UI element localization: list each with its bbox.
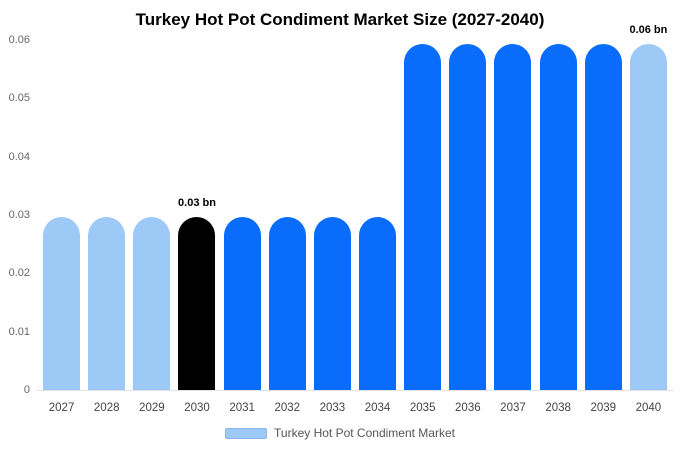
bar-column-2034: 2034 xyxy=(355,40,400,414)
x-tick-2036: 2036 xyxy=(455,402,481,414)
bar-column-2040: 0.06 bn 2040 xyxy=(626,24,671,414)
y-tick-0.05: 0.05 xyxy=(8,92,30,105)
x-tick-2038: 2038 xyxy=(545,402,571,414)
x-tick-2035: 2035 xyxy=(409,402,436,414)
x-tick-2028: 2028 xyxy=(93,402,120,414)
bar-2027[interactable] xyxy=(43,217,81,390)
bar-column-2031: 2031 xyxy=(220,40,265,414)
x-tick-2040: 2040 xyxy=(635,402,662,414)
bar-2033[interactable] xyxy=(313,217,351,390)
bar-column-2035: 2035 xyxy=(400,40,445,414)
legend[interactable]: Turkey Hot Pot Condiment Market xyxy=(0,426,680,440)
bar-2029[interactable] xyxy=(133,217,171,390)
bar-annotation-2040: 0.06 bn xyxy=(629,24,668,37)
x-tick-2032: 2032 xyxy=(274,402,301,414)
bar-column-2036: 2036 xyxy=(445,40,490,414)
y-axis: 0.06 0.05 0.04 0.03 0.02 0.01 0 xyxy=(0,34,30,396)
y-tick-0.04: 0.04 xyxy=(8,150,30,163)
x-tick-2030: 2030 xyxy=(184,402,210,414)
bar-2040[interactable] xyxy=(629,44,667,390)
bar-2032[interactable] xyxy=(268,217,306,390)
x-tick-2029: 2029 xyxy=(139,402,165,414)
bar-2036[interactable] xyxy=(449,44,487,390)
bar-column-2038: 2038 xyxy=(536,40,581,414)
bar-annotation-2030: 0.03 bn xyxy=(178,197,216,210)
y-tick-0.02: 0.02 xyxy=(8,267,30,280)
bar-2039[interactable] xyxy=(584,44,622,390)
x-tick-2037: 2037 xyxy=(500,402,526,414)
x-tick-2027: 2027 xyxy=(48,402,75,414)
plot-area: 0.06 0.05 0.04 0.03 0.02 0.01 0 2027 2028 2029 0.… xyxy=(9,24,674,414)
chart-title: Turkey Hot Pot Condiment Market Size (20… xyxy=(135,10,545,29)
y-tick-0.06: 0.06 xyxy=(8,34,30,46)
x-tick-2033: 2033 xyxy=(319,402,346,414)
bar-column-2027: 2027 xyxy=(39,40,84,414)
bar-2034[interactable] xyxy=(359,217,397,390)
bar-column-2039: 2039 xyxy=(581,40,626,414)
bar-column-2037: 2037 xyxy=(490,40,535,414)
x-tick-2031: 2031 xyxy=(229,402,255,414)
x-tick-2034: 2034 xyxy=(364,402,391,414)
bar-column-2030: 0.03 bn 2030 xyxy=(174,40,219,414)
y-tick-0: 0 xyxy=(23,384,30,396)
bar-column-2029: 2029 xyxy=(129,40,174,414)
bar-column-2028: 2028 xyxy=(84,40,129,414)
y-tick-0.03: 0.03 xyxy=(8,209,30,221)
bar-2038[interactable] xyxy=(539,44,577,390)
bar-2037[interactable] xyxy=(494,44,532,390)
y-tick-0.01: 0.01 xyxy=(8,325,30,338)
legend-label: Turkey Hot Pot Condiment Market xyxy=(274,426,455,440)
bar-2031[interactable] xyxy=(223,217,261,390)
legend-swatch xyxy=(225,427,268,439)
bar-2035[interactable] xyxy=(404,44,442,390)
bar-2030[interactable] xyxy=(178,217,216,390)
bars-area: 2027 2028 2029 0.03 bn 2030 2031 2032 2033 2034 2… xyxy=(36,24,674,414)
bar-2028[interactable] xyxy=(88,217,126,390)
bar-column-2033: 2033 xyxy=(310,40,355,414)
x-tick-2039: 2039 xyxy=(590,402,617,414)
bar-column-2032: 2032 xyxy=(265,40,310,414)
